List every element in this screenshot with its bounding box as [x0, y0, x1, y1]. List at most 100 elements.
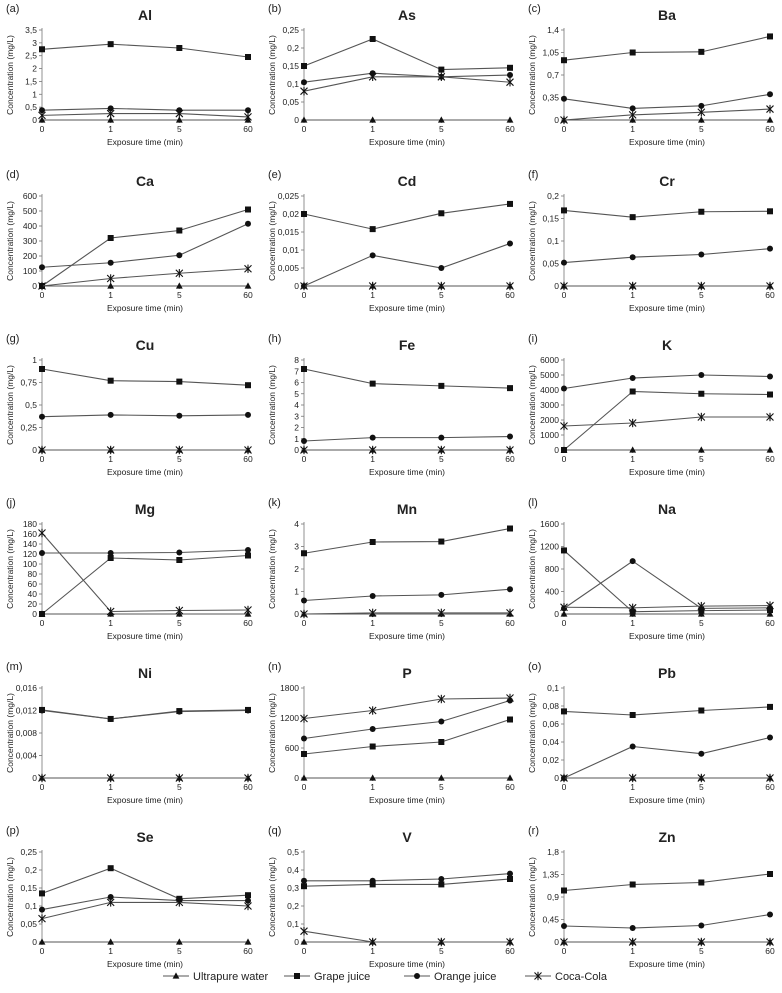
y-tick-label: 0,02: [542, 755, 559, 765]
data-point: [629, 49, 636, 56]
y-axis-label: Concentration (mg/L): [267, 693, 277, 773]
data-point: [176, 45, 183, 51]
x-axis-label: Exposure time (min): [369, 959, 445, 969]
data-point: [697, 601, 706, 611]
data-point: [369, 743, 376, 750]
series-line: [41, 208, 249, 287]
y-tick-label: 1: [294, 587, 299, 597]
chart-title: Al: [138, 7, 152, 23]
data-point: [301, 597, 307, 604]
x-tick-label: 5: [177, 124, 182, 134]
series-line: [41, 901, 249, 920]
chart-title: Ca: [136, 173, 154, 189]
data-point: [506, 937, 514, 947]
series-line: [41, 532, 249, 613]
series-orange-juice: [301, 870, 513, 884]
x-tick-label: 0: [302, 124, 307, 134]
series-line: [563, 416, 770, 427]
series-line: [41, 223, 249, 268]
y-tick-label: 4000: [540, 385, 559, 395]
chart-panel: (m) Ni Concentration (mg/L) 0 0,004 0,008 0,01…: [5, 661, 253, 805]
series-grape-juice: [561, 871, 773, 894]
series-grape-juice: [561, 547, 773, 615]
series-line: [303, 878, 511, 887]
y-tick-label: 4: [294, 519, 299, 529]
series-line: [304, 873, 511, 882]
y-axis-label: Concentration (mg/L): [527, 857, 537, 937]
data-point: [39, 611, 45, 617]
data-point: [175, 773, 184, 783]
series-line: [41, 554, 249, 615]
x-axis-label: Exposure time (min): [629, 959, 705, 969]
y-tick-label: 3: [32, 38, 37, 48]
y-tick-label: 0,5: [25, 102, 37, 112]
chart-panel: (n) P Concentration (mg/L) 0 600 1200 1800 0 1 5 6…: [267, 661, 515, 805]
data-point: [628, 110, 637, 120]
x-tick-label: 60: [765, 454, 775, 464]
data-point: [628, 937, 637, 947]
data-point: [38, 773, 46, 783]
data-point: [244, 773, 252, 783]
series-grape-juice: [561, 703, 773, 718]
data-point: [629, 254, 636, 261]
data-point: [437, 774, 445, 781]
data-point: [175, 282, 183, 289]
data-point: [38, 445, 46, 455]
panel-label: (k): [268, 497, 281, 509]
y-tick-label: 0,016: [16, 683, 38, 693]
data-point: [107, 550, 114, 556]
series-line: [41, 43, 249, 58]
data-point: [301, 883, 307, 890]
x-axis-label: Exposure time (min): [107, 467, 183, 477]
series-line: [563, 108, 771, 121]
data-point: [106, 898, 115, 907]
x-tick-label: 5: [699, 290, 704, 300]
chart-title: P: [402, 665, 411, 681]
chart-title: Cr: [659, 173, 675, 189]
data-point: [39, 413, 45, 420]
y-axis-label: Concentration (mg/L): [267, 365, 277, 445]
data-point: [767, 703, 773, 710]
data-point: [301, 735, 307, 742]
data-point: [369, 726, 376, 732]
panel-label: (n): [268, 661, 281, 673]
y-tick-label: 3: [294, 542, 299, 552]
y-tick-label: 0,5: [287, 847, 299, 857]
x-tick-label: 0: [302, 290, 307, 300]
series-orange-juice: [561, 372, 773, 392]
y-tick-label: 0,04: [542, 737, 559, 747]
y-tick-label: 140: [23, 539, 37, 549]
y-tick-label: 0,25: [20, 847, 37, 857]
x-tick-label: 5: [439, 946, 444, 956]
data-point: [561, 259, 567, 266]
x-tick-label: 1: [108, 290, 113, 300]
x-tick-label: 60: [505, 290, 515, 300]
data-point: [767, 208, 773, 215]
data-point: [368, 445, 377, 455]
data-point: [368, 72, 377, 81]
x-tick-label: 1: [108, 618, 113, 628]
x-tick-label: 1: [108, 454, 113, 464]
x-axis-label: Exposure time (min): [107, 137, 183, 147]
data-point: [766, 610, 774, 617]
x-tick-label: 5: [439, 124, 444, 134]
x-tick-label: 0: [562, 124, 567, 134]
data-point: [507, 200, 513, 207]
x-tick-label: 1: [630, 454, 635, 464]
y-tick-label: 0,01: [282, 245, 299, 255]
data-point: [698, 390, 705, 397]
x-axis-label: Exposure time (min): [369, 467, 445, 477]
series-line: [563, 390, 771, 451]
data-point: [560, 610, 568, 617]
y-tick-label: 0,15: [20, 883, 37, 893]
y-tick-label: 0: [294, 281, 299, 291]
x-tick-label: 1: [630, 618, 635, 628]
data-point: [507, 586, 513, 593]
chart-title: As: [398, 7, 416, 23]
data-point: [107, 259, 114, 266]
data-point: [506, 608, 514, 618]
series-coca-cola: [38, 898, 252, 923]
